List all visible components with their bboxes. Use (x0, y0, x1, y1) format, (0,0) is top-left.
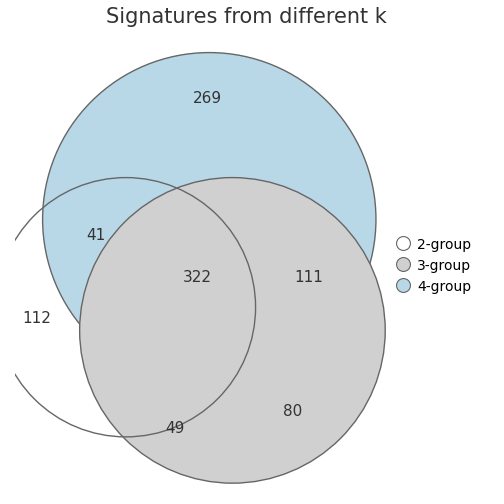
Text: 80: 80 (283, 404, 302, 419)
Title: Signatures from different k: Signatures from different k (106, 7, 387, 27)
Circle shape (80, 177, 385, 483)
Text: 112: 112 (23, 311, 51, 326)
Text: 49: 49 (165, 421, 184, 436)
Text: 269: 269 (193, 91, 222, 106)
Circle shape (43, 52, 376, 386)
Legend: 2-group, 3-group, 4-group: 2-group, 3-group, 4-group (392, 233, 475, 298)
Text: 322: 322 (183, 270, 212, 285)
Text: 111: 111 (294, 270, 323, 285)
Text: 41: 41 (86, 228, 105, 243)
